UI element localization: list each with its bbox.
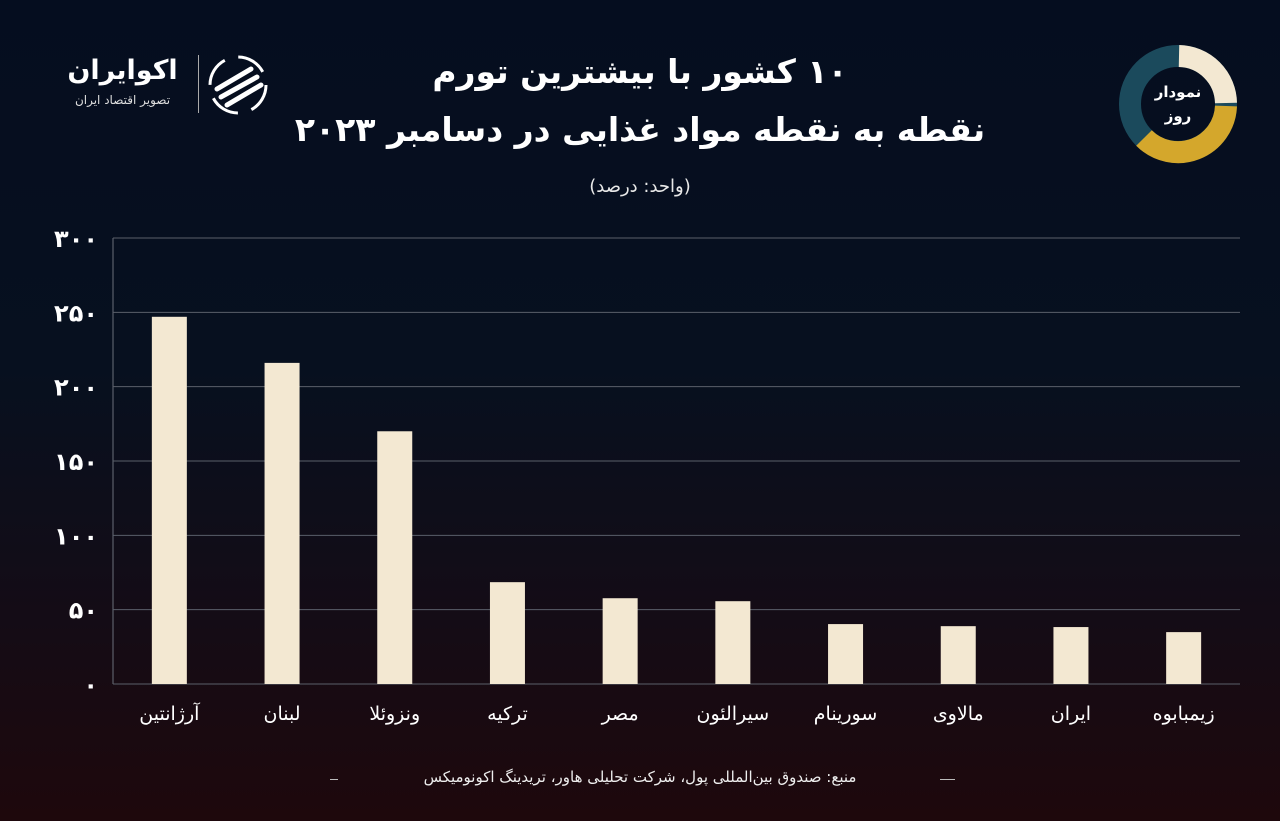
brand-tagline: تصویر اقتصاد ایران [74, 93, 171, 107]
bar [828, 624, 864, 684]
y-tick-label: ۲۰۰ [54, 374, 98, 402]
badge-line2: روز [1164, 107, 1192, 125]
bar [151, 316, 187, 684]
bar [715, 601, 751, 684]
y-tick-label: ۱۰۰ [54, 522, 98, 550]
unit-label: (واحد: درصد) [589, 176, 691, 197]
chart-subtitle: نقطه به نقطه مواد غذایی در دسامبر ۲۰۲۳ [294, 110, 986, 149]
bar [489, 582, 525, 684]
footer-line-left [330, 779, 338, 780]
x-tick-label: سورینام [814, 703, 878, 725]
x-tick-label: ایران [1051, 703, 1091, 725]
bar [1053, 627, 1089, 684]
x-tick-label: آرژانتین [139, 701, 200, 725]
brand-name: اکوایران [67, 55, 178, 86]
x-tick-label: مصر [601, 703, 639, 725]
logo-divider [198, 55, 199, 113]
y-tick-label: ۳۰۰ [54, 225, 98, 253]
source-note: منبع: صندوق بین‌المللی پول، شرکت تحلیلی … [423, 768, 857, 786]
x-tick-label: ونزوئلا [369, 703, 420, 725]
chart-title: ۱۰ کشور با بیشترین تورم [432, 52, 848, 91]
y-tick-label: ۵۰ [69, 597, 98, 625]
x-tick-label: زیمبابوه [1153, 703, 1215, 725]
y-tick-label: ۰ [83, 671, 98, 699]
footer-line-right [940, 779, 955, 780]
x-tick-label: مالاوی [933, 703, 984, 725]
bar [377, 431, 413, 684]
bar [1166, 632, 1202, 684]
chart-of-the-day-badge: نمودار روز [1118, 44, 1238, 164]
bar [940, 626, 976, 684]
x-tick-label: سیرالئون [696, 703, 769, 725]
x-tick-label: لبنان [264, 703, 301, 725]
brand-mark-icon [208, 55, 268, 115]
y-tick-label: ۱۵۰ [54, 448, 98, 476]
x-tick-label: ترکیه [487, 703, 528, 725]
badge-line1: نمودار [1154, 83, 1202, 101]
bar [602, 598, 638, 684]
bar [264, 362, 300, 684]
brand-logo: اکوایران تصویر اقتصاد ایران [55, 55, 275, 115]
y-tick-label: ۲۵۰ [54, 299, 98, 327]
donut-icon [1119, 45, 1237, 164]
